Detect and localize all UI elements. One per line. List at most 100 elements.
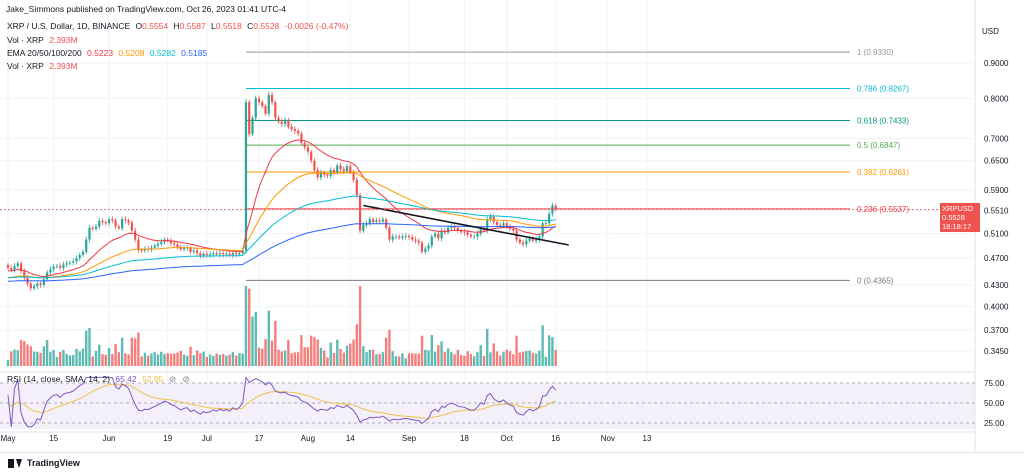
candle-body xyxy=(124,219,127,221)
volume-bar xyxy=(254,311,257,366)
candle-body xyxy=(134,230,137,240)
candle-body xyxy=(107,219,111,224)
volume-bar xyxy=(277,349,280,366)
volume-bar xyxy=(505,349,508,366)
volume-bar xyxy=(336,339,339,366)
volume-bar xyxy=(296,352,300,366)
candle-body xyxy=(176,244,179,247)
rsi-legend[interactable]: RSI (14, close, SMA, 14, 2) 65.42 52.95 … xyxy=(7,374,193,385)
candle-body xyxy=(479,228,482,234)
volume-bar xyxy=(26,344,29,366)
ema200-line xyxy=(7,223,556,282)
fib-level-label: 0 (0.4365) xyxy=(857,276,894,285)
current-price: 0.5528 xyxy=(942,213,965,222)
volume-legend[interactable]: Vol · XRP 2.393M xyxy=(7,35,81,45)
volume-bar xyxy=(368,349,372,366)
candle-body xyxy=(375,220,378,223)
volume-bar xyxy=(495,351,499,366)
volume-bar xyxy=(195,350,199,366)
time-tick-label: 16 xyxy=(551,434,560,443)
time-tick-label: 18 xyxy=(460,434,469,443)
candle-body xyxy=(274,102,277,118)
currency-label: USD xyxy=(982,27,999,36)
settings-icon[interactable]: ⊘ xyxy=(182,374,190,384)
candle-body xyxy=(13,265,16,270)
candle-body xyxy=(238,253,241,255)
volume-bar xyxy=(19,339,23,366)
candle-body xyxy=(68,262,72,264)
volume-bar xyxy=(55,357,59,366)
volume-bar xyxy=(179,350,182,366)
volume-bar xyxy=(479,345,482,366)
volume-bar xyxy=(381,352,385,366)
volume-bar xyxy=(375,354,378,366)
volume-bar xyxy=(215,353,218,366)
volume-bar xyxy=(13,349,16,366)
ema-legend[interactable]: EMA 20/50/100/200 0.5223 0.5208 0.5282 0… xyxy=(7,48,210,58)
candle-body xyxy=(140,249,143,251)
volume-bar xyxy=(221,353,225,366)
candle-body xyxy=(101,220,104,223)
candle-body xyxy=(525,240,528,245)
volume-bar xyxy=(358,286,362,366)
volume-bar xyxy=(309,335,313,366)
fib-level-label: 0.236 (0.5537) xyxy=(857,205,909,214)
volume-bar xyxy=(235,355,238,366)
candle-body xyxy=(267,94,270,114)
time-tick-label: Nov xyxy=(601,434,615,443)
rsi-level-label: 75.00 xyxy=(984,379,1005,388)
volume-bar xyxy=(68,355,72,366)
volume-bar xyxy=(414,353,417,366)
candle-body xyxy=(251,117,254,135)
volume-bar xyxy=(146,355,150,366)
volume-bar xyxy=(130,337,134,366)
tradingview-logo[interactable]: TradingView xyxy=(8,458,80,468)
volume-bar xyxy=(143,352,147,366)
candle-body xyxy=(544,223,547,224)
candle-body xyxy=(531,238,534,241)
volume-bar xyxy=(499,355,502,366)
bar-countdown: 18:18:17 xyxy=(942,222,972,231)
volume-bar xyxy=(150,353,153,366)
candle-body xyxy=(355,179,358,195)
volume-bar xyxy=(427,350,430,366)
current-symbol: XRPUSD xyxy=(942,204,974,213)
candle-body xyxy=(521,242,525,245)
volume-bar xyxy=(228,354,231,366)
volume-bar xyxy=(10,351,13,366)
price-tick-label: 0.3450 xyxy=(984,347,1009,356)
volume-bar xyxy=(270,340,274,366)
candle-body xyxy=(88,227,91,240)
volume-bar xyxy=(332,353,336,366)
brand-name: TradingView xyxy=(27,458,80,468)
candle-body xyxy=(420,242,424,252)
volume-bar xyxy=(440,341,443,366)
volume-bar xyxy=(176,352,179,366)
candle-body xyxy=(205,253,208,255)
volume-bar xyxy=(261,348,264,366)
candle-body xyxy=(72,261,75,263)
volume-bar xyxy=(303,347,306,366)
candle-body xyxy=(98,220,101,227)
volume-bar xyxy=(62,349,65,366)
candle-body xyxy=(489,216,492,220)
volume-bar xyxy=(446,348,450,366)
candle-body xyxy=(150,247,153,250)
volume-bar xyxy=(42,346,46,366)
candle-body xyxy=(502,223,505,226)
candle-body xyxy=(36,283,39,287)
volume-bar xyxy=(407,353,411,366)
volume-bar xyxy=(127,354,130,366)
volume-bar xyxy=(160,351,163,366)
symbol-legend[interactable]: XRP / U.S. Dollar, 1D, BINANCE O0.5554 H… xyxy=(7,21,351,31)
volume-bar xyxy=(117,352,121,366)
price-tick-label: 0.5510 xyxy=(984,206,1009,215)
candle-body xyxy=(372,219,375,223)
hide-icon[interactable]: ⊘ xyxy=(169,374,177,384)
volume-bar xyxy=(293,352,297,366)
volume-bar xyxy=(424,349,427,366)
volume-bar xyxy=(355,324,359,366)
candle-body xyxy=(453,226,456,228)
volume-legend-2[interactable]: Vol · XRP 2.393M xyxy=(7,61,81,71)
